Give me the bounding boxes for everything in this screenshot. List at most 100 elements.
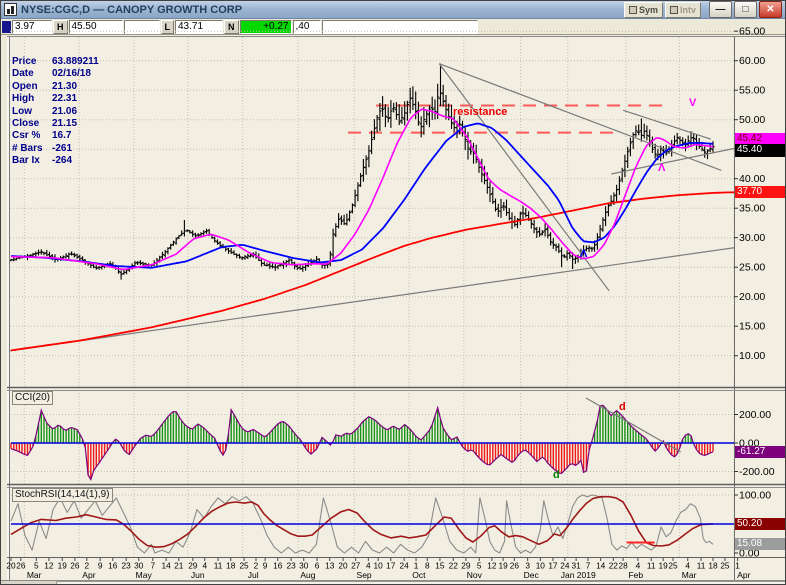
- date-day-label: 13: [325, 561, 335, 571]
- price-axis-label: 20.00: [739, 291, 765, 303]
- date-month-label: Nov: [467, 570, 483, 580]
- date-day-label: 1: [735, 561, 740, 571]
- date-day-label: 14: [596, 561, 606, 571]
- date-day-label: 11: [214, 561, 223, 571]
- trendline: [439, 63, 722, 172]
- info-row: Csr % 16.7: [12, 130, 72, 142]
- quote-net-label: N: [224, 19, 239, 34]
- date-month-label: Aug: [300, 570, 315, 580]
- symbol-button[interactable]: Sym: [623, 1, 663, 18]
- date-day-label: 16: [273, 561, 283, 571]
- wave-v-annotation[interactable]: V: [689, 97, 697, 109]
- info-row: Date 02/16/18: [12, 68, 91, 80]
- trendline: [8, 247, 735, 352]
- date-day-label: 20: [6, 561, 16, 571]
- chart-window-icon: [4, 3, 17, 16]
- price-bars-close-ticks: [11, 92, 715, 275]
- date-day-label: 4: [636, 561, 641, 571]
- stoch-axis-label: 0.00: [739, 548, 760, 560]
- date-day-label: 27: [351, 561, 361, 571]
- date-day-label: 20: [338, 561, 348, 571]
- info-row: # Bars -261: [12, 142, 73, 154]
- cci-pane-label: CCI(20): [12, 391, 54, 405]
- horizontal-scrollbar[interactable]: [1, 581, 785, 584]
- info-row: Bar Ix -264: [12, 155, 73, 167]
- date-day-label: 19: [58, 561, 68, 571]
- symbol-button-icon: [628, 5, 637, 14]
- quote-high-label: H: [53, 19, 68, 34]
- quote-low: 43.71: [175, 19, 223, 34]
- date-day-label: 14: [162, 561, 172, 571]
- price-axis-label: 55.00: [739, 85, 765, 97]
- chart-canvas[interactable]: 65.00 60.00 55.00 50.00 40.00 35.00 30.00 25.00…: [1, 26, 785, 584]
- wave-a-magenta-annotation[interactable]: Λ: [658, 162, 666, 174]
- date-day-label: 12: [487, 561, 497, 571]
- ma-fast-value-badge: 45.42: [735, 133, 785, 145]
- date-day-label: 1: [414, 561, 419, 571]
- stochrsi-slow-line: [10, 495, 714, 548]
- interval-button[interactable]: Intv: [664, 1, 701, 18]
- info-row: Close 21.15: [12, 118, 78, 130]
- date-day-label: 30: [134, 561, 144, 571]
- date-day-label: 7: [150, 561, 155, 571]
- close-button[interactable]: ✕: [759, 1, 782, 18]
- date-day-label: 30: [299, 561, 309, 571]
- date-day-label: 7: [586, 561, 591, 571]
- date-day-label: 23: [286, 561, 296, 571]
- wave-a-blue-annotation[interactable]: Λ: [580, 248, 588, 260]
- date-month-label: Mar: [682, 570, 697, 580]
- date-day-label: 23: [122, 561, 132, 571]
- ma-50-line: [10, 122, 714, 269]
- cci-divergence-d-red[interactable]: d: [619, 401, 626, 413]
- cci-outline: [10, 404, 714, 482]
- date-day-label: 9: [263, 561, 268, 571]
- price-axis-label: 25.00: [739, 262, 765, 274]
- date-day-label: 26: [70, 561, 80, 571]
- cci-value-badge: -61.27: [735, 446, 785, 458]
- info-row: Price 63.889211: [12, 56, 99, 67]
- date-month-label: Jan 2019: [561, 570, 596, 580]
- date-day-label: 26: [510, 561, 520, 571]
- title-bar[interactable]: NYSE:CGC,D — CANOPY GROWTH CORP Sym Intv…: [1, 1, 785, 19]
- cci-divergence-d-green[interactable]: d: [553, 469, 560, 481]
- maximize-button[interactable]: □: [734, 1, 757, 18]
- date-day-label: 18: [226, 561, 236, 571]
- quote-net-change: +0.27: [239, 19, 292, 34]
- info-row: Open 21.30: [12, 80, 78, 92]
- date-day-label: 22: [449, 561, 459, 571]
- date-day-label: 11: [647, 561, 656, 571]
- ma-200-line: [10, 191, 735, 352]
- cci-bars-negative: [10, 443, 714, 480]
- date-month-label: Apr: [737, 570, 750, 580]
- quote-high: 45.50: [68, 19, 123, 34]
- resistance-annotation[interactable]: resistance: [453, 106, 508, 118]
- quote-volume-fragment: ,40: [292, 19, 321, 34]
- date-month-label: May: [136, 570, 153, 580]
- price-axis-label: 30.00: [739, 232, 765, 244]
- price-axis-label: 40.00: [739, 173, 765, 185]
- stochrsi-pane-label: StochRSI(14,14(1),9): [12, 488, 113, 502]
- date-month-label: Sep: [357, 570, 372, 580]
- date-day-label: 18: [708, 561, 718, 571]
- date-day-label: 8: [425, 561, 430, 571]
- date-day-label: 17: [386, 561, 396, 571]
- date-month-label: Oct: [412, 570, 426, 580]
- date-day-label: 2: [254, 561, 259, 571]
- cci-axis-label: -200.00: [739, 466, 775, 478]
- date-day-label: 15: [435, 561, 445, 571]
- date-day-label: 29: [188, 561, 198, 571]
- date-day-label: 4: [366, 561, 371, 571]
- date-day-label: 2: [85, 561, 90, 571]
- minimize-button[interactable]: —: [709, 1, 732, 18]
- date-day-label: 25: [720, 561, 730, 571]
- stochrsi-fast-line: [10, 494, 714, 554]
- date-month-label: Jul: [248, 570, 259, 580]
- data-window-panel: Price 63.889211 Date 02/16/18 Open 21.30 High 2…: [12, 56, 99, 168]
- date-day-label: 26: [16, 561, 26, 571]
- date-month-label: Jun: [191, 570, 205, 580]
- scrollbar-thumb[interactable]: [56, 581, 785, 584]
- quote-symbol-chip: [2, 20, 11, 33]
- date-day-label: 24: [560, 561, 570, 571]
- price-axis-label: 60.00: [739, 55, 765, 67]
